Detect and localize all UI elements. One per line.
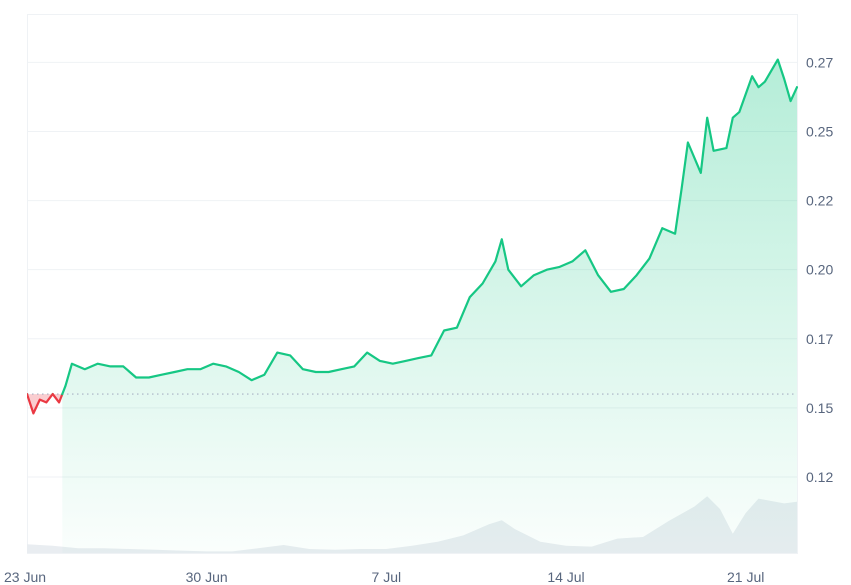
x-tick-label: 14 Jul xyxy=(547,569,584,585)
area-fill-down-1 xyxy=(27,394,53,414)
y-tick-label: 0.17 xyxy=(806,331,833,347)
x-axis: 23 Jun 30 Jun 7 Jul 14 Jul 21 Jul xyxy=(4,569,764,585)
x-tick-label: 21 Jul xyxy=(727,569,764,585)
y-tick-label: 0.27 xyxy=(806,54,833,70)
y-tick-label: 0.25 xyxy=(806,123,833,139)
y-tick-label: 0.12 xyxy=(806,469,833,485)
price-area xyxy=(27,59,798,553)
y-tick-label: 0.15 xyxy=(806,400,833,416)
price-lines xyxy=(27,58,798,415)
price-line-down-3 xyxy=(51,393,64,404)
y-tick-label: 0.20 xyxy=(806,262,833,278)
x-tick-label: 30 Jun xyxy=(186,569,228,585)
price-line-up-4 xyxy=(61,58,798,396)
area-fill-up-4 xyxy=(62,59,798,553)
plot-border xyxy=(27,14,798,554)
x-tick-label: 7 Jul xyxy=(372,569,402,585)
y-tick-label: 0.22 xyxy=(806,193,833,209)
price-line-down-1 xyxy=(27,393,54,415)
y-axis: 0.12 0.15 0.17 0.20 0.22 0.25 0.27 xyxy=(806,54,833,485)
x-tick-label: 23 Jun xyxy=(4,569,46,585)
